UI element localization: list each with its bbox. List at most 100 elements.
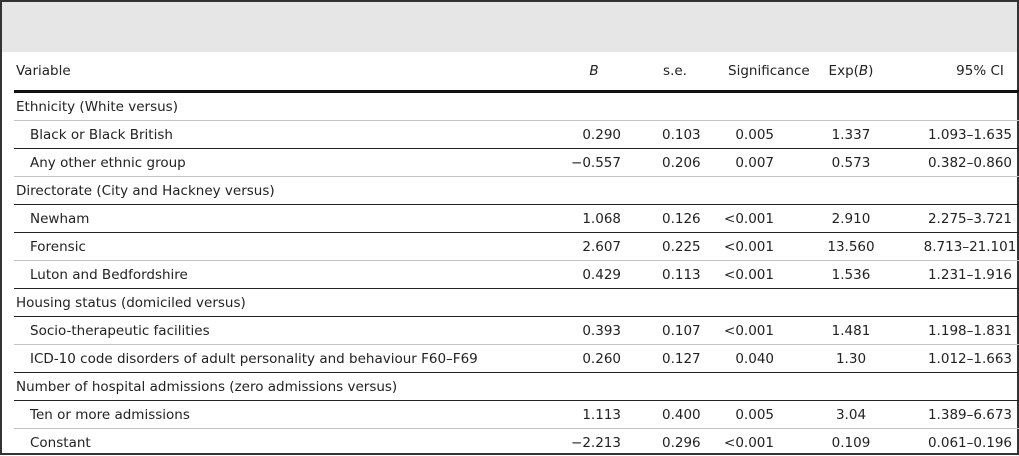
ci-cell: 0.382–0.860 xyxy=(906,149,1019,177)
group-header-row: Housing status (domiciled versus) xyxy=(14,289,1019,317)
table-body: Ethnicity (White versus)Black or Black B… xyxy=(14,92,1019,456)
variable-cell: Number of hospital admissions (zero admi… xyxy=(14,373,514,401)
b-cell: 0.260 xyxy=(514,345,634,373)
se-cell xyxy=(634,373,716,401)
b-cell: 1.068 xyxy=(514,205,634,233)
se-cell: 0.400 xyxy=(634,401,716,429)
ci-cell: 1.198–1.831 xyxy=(906,317,1019,345)
expb-cell: 13.560 xyxy=(796,233,906,261)
significance-cell: <0.001 xyxy=(716,261,796,289)
se-cell: 0.113 xyxy=(634,261,716,289)
table-row: ICD-10 code disorders of adult personali… xyxy=(14,345,1019,373)
se-cell xyxy=(634,177,716,205)
b-cell xyxy=(514,177,634,205)
se-cell: 0.103 xyxy=(634,121,716,149)
significance-cell: <0.001 xyxy=(716,429,796,456)
expb-cell xyxy=(796,289,906,317)
expb-cell xyxy=(796,373,906,401)
expb-cell: 3.04 xyxy=(796,401,906,429)
header-row: Variable B s.e. Significance Exp(B) 95% … xyxy=(14,52,1019,92)
significance-cell: 0.005 xyxy=(716,401,796,429)
expb-cell: 0.109 xyxy=(796,429,906,456)
significance-cell: <0.001 xyxy=(716,317,796,345)
expb-cell: 0.573 xyxy=(796,149,906,177)
expb-cell: 1.481 xyxy=(796,317,906,345)
significance-cell xyxy=(716,92,796,121)
variable-cell: Newham xyxy=(14,205,514,233)
ci-cell: 8.713–21.101 xyxy=(906,233,1019,261)
b-cell: 0.290 xyxy=(514,121,634,149)
expb-cell: 2.910 xyxy=(796,205,906,233)
significance-cell xyxy=(716,289,796,317)
b-cell: −0.557 xyxy=(514,149,634,177)
significance-cell xyxy=(716,177,796,205)
variable-cell: Housing status (domiciled versus) xyxy=(14,289,514,317)
variable-cell: Constant xyxy=(14,429,514,456)
significance-cell: 0.005 xyxy=(716,121,796,149)
header-variable: Variable xyxy=(14,52,514,92)
ci-cell xyxy=(906,177,1019,205)
variable-cell: ICD-10 code disorders of adult personali… xyxy=(14,345,514,373)
expb-cell xyxy=(796,92,906,121)
ci-cell: 1.231–1.916 xyxy=(906,261,1019,289)
se-cell: 0.126 xyxy=(634,205,716,233)
b-cell xyxy=(514,289,634,317)
significance-cell: 0.040 xyxy=(716,345,796,373)
b-cell: 2.607 xyxy=(514,233,634,261)
ci-cell: 1.093–1.635 xyxy=(906,121,1019,149)
se-cell: 0.206 xyxy=(634,149,716,177)
expb-cell: 1.30 xyxy=(796,345,906,373)
ci-cell xyxy=(906,373,1019,401)
regression-table: Variable B s.e. Significance Exp(B) 95% … xyxy=(14,52,1019,456)
significance-cell: <0.001 xyxy=(716,205,796,233)
table-caption-band xyxy=(2,2,1017,52)
header-ci: 95% CI xyxy=(906,52,1019,92)
ci-cell: 2.275–3.721 xyxy=(906,205,1019,233)
b-cell xyxy=(514,92,634,121)
header-b: B xyxy=(514,52,634,92)
b-cell: −2.213 xyxy=(514,429,634,456)
se-cell: 0.296 xyxy=(634,429,716,456)
b-cell: 1.113 xyxy=(514,401,634,429)
variable-cell: Socio-therapeutic facilities xyxy=(14,317,514,345)
b-cell: 0.429 xyxy=(514,261,634,289)
group-header-row: Number of hospital admissions (zero admi… xyxy=(14,373,1019,401)
expb-cell: 1.536 xyxy=(796,261,906,289)
expb-cell xyxy=(796,177,906,205)
group-header-row: Ethnicity (White versus) xyxy=(14,92,1019,121)
se-cell xyxy=(634,92,716,121)
significance-cell: 0.007 xyxy=(716,149,796,177)
ci-cell xyxy=(906,92,1019,121)
variable-cell: Ethnicity (White versus) xyxy=(14,92,514,121)
variable-cell: Black or Black British xyxy=(14,121,514,149)
se-cell xyxy=(634,289,716,317)
variable-cell: Forensic xyxy=(14,233,514,261)
se-cell: 0.225 xyxy=(634,233,716,261)
group-header-row: Directorate (City and Hackney versus) xyxy=(14,177,1019,205)
variable-cell: Ten or more admissions xyxy=(14,401,514,429)
header-expb: Exp(B) xyxy=(796,52,906,92)
ci-cell xyxy=(906,289,1019,317)
se-cell: 0.127 xyxy=(634,345,716,373)
header-significance: Significance xyxy=(716,52,796,92)
significance-cell xyxy=(716,373,796,401)
ci-cell: 1.012–1.663 xyxy=(906,345,1019,373)
variable-cell: Luton and Bedfordshire xyxy=(14,261,514,289)
ci-cell: 0.061–0.196 xyxy=(906,429,1019,456)
variable-cell: Directorate (City and Hackney versus) xyxy=(14,177,514,205)
b-cell xyxy=(514,373,634,401)
expb-cell: 1.337 xyxy=(796,121,906,149)
variable-cell: Any other ethnic group xyxy=(14,149,514,177)
header-se: s.e. xyxy=(634,52,716,92)
se-cell: 0.107 xyxy=(634,317,716,345)
ci-cell: 1.389–6.673 xyxy=(906,401,1019,429)
